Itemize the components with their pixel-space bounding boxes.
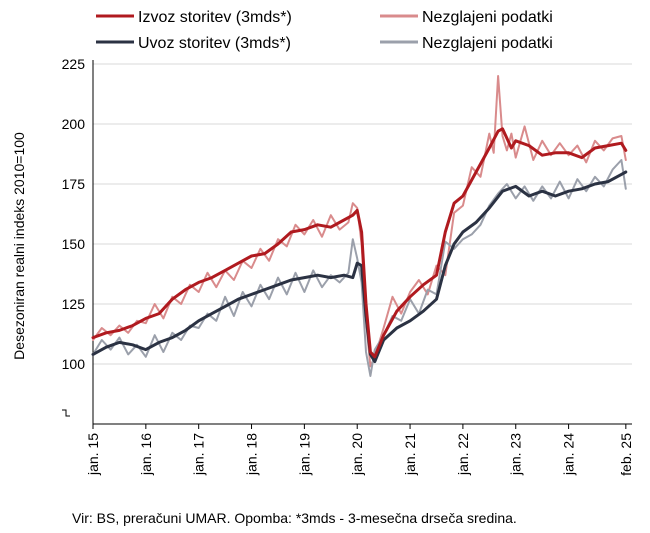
x-tick-label: jan. 24 <box>561 433 577 476</box>
y-tick-label: 150 <box>62 236 86 252</box>
x-tick-label: jan. 19 <box>296 433 312 476</box>
y-tick-label: 200 <box>62 116 86 132</box>
x-tick-labels: jan. 15 jan. 16 jan. 17 jan. 18 jan. 19 jan. … <box>85 424 634 476</box>
legend-label-uvoz: Uvoz storitev (3mds*) <box>138 35 291 52</box>
legend: Izvoz storitev (3mds*) Nezglajeni podatk… <box>96 9 553 52</box>
y-tick-label: 225 <box>62 56 86 72</box>
legend-label-izvoz: Izvoz storitev (3mds*) <box>138 9 292 26</box>
series-lines <box>91 75 628 377</box>
legend-label-uvoz-raw: Nezglajeni podatki <box>422 35 553 52</box>
y-tick-label: 100 <box>62 356 86 372</box>
x-tick-label: jan. 18 <box>244 433 260 476</box>
y-tick-label: 175 <box>62 176 86 192</box>
x-tick-label: jan. 22 <box>455 433 471 476</box>
y-tick-labels: 225 200 175 150 125 100 <box>62 56 86 372</box>
gridlines <box>93 63 632 365</box>
series-izvoz-3mds <box>91 127 628 359</box>
x-tick-label: jan. 15 <box>85 433 101 476</box>
legend-label-izvoz-raw: Nezglajeni podatki <box>422 9 553 26</box>
x-tick-label: jan. 21 <box>402 433 418 476</box>
x-tick-label: jan. 17 <box>191 433 207 476</box>
x-tick-label: jan. 16 <box>138 433 154 476</box>
axis-break-mark <box>62 409 70 417</box>
y-tick-label: 125 <box>62 296 86 312</box>
x-tick-label: feb. 25 <box>618 433 634 476</box>
source-note: Vir: BS, preračuni UMAR. Opomba: *3mds -… <box>72 510 517 526</box>
axes <box>62 60 632 425</box>
x-tick-label: jan. 23 <box>508 433 524 476</box>
y-axis-label: Desezoniran realni indeks 2010=100 <box>11 132 27 360</box>
x-tick-label: jan. 20 <box>349 433 365 476</box>
